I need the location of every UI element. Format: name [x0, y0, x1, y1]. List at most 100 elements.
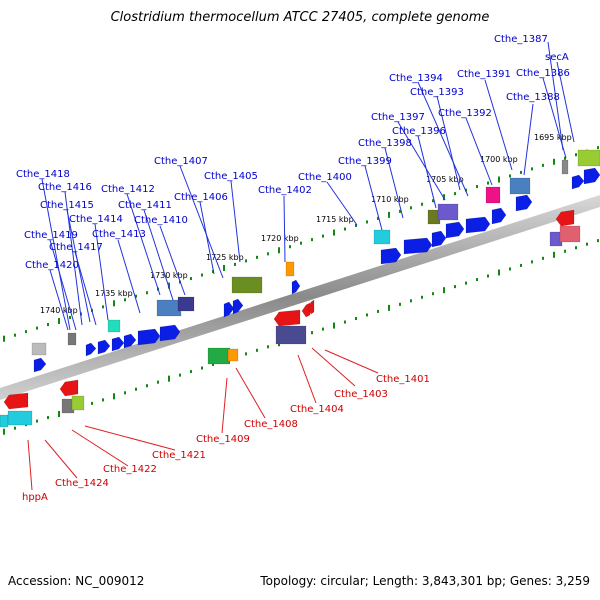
reverse-gene-arrow[interactable]	[3, 392, 29, 410]
gene-label-cthe-1418[interactable]: Cthe_1418	[16, 169, 70, 180]
feature-box[interactable]	[559, 225, 581, 243]
forward-gene-arrow[interactable]	[123, 333, 137, 349]
gene-label-cthe-1404[interactable]: Cthe_1404	[290, 404, 344, 415]
kbp-scale-labels: 1695 kbp 1700 kbp 1705 kbp 1710 kbp 1715…	[40, 133, 572, 315]
feature-box[interactable]	[31, 342, 47, 356]
gene-label-cthe-1405[interactable]: Cthe_1405	[204, 171, 258, 182]
gene-label-cthe-1409[interactable]: Cthe_1409	[196, 434, 250, 445]
gene-label-cthe-1415[interactable]: Cthe_1415	[40, 200, 94, 211]
reverse-gene-arrow[interactable]	[273, 309, 301, 327]
gene-label-hppa[interactable]: hppA	[22, 492, 48, 503]
forward-gene-arrow[interactable]	[583, 167, 600, 185]
gene-label-cthe-1399[interactable]: Cthe_1399	[338, 156, 392, 167]
feature-box[interactable]	[0, 414, 9, 428]
feature-box[interactable]	[156, 299, 182, 317]
gene-label-cthe-1387[interactable]: Cthe_1387	[494, 34, 548, 45]
gene-label-cthe-1424[interactable]: Cthe_1424	[55, 478, 109, 489]
forward-gene-arrow[interactable]	[97, 339, 111, 355]
scale-tick	[289, 245, 291, 249]
forward-gene-arrow[interactable]	[85, 342, 97, 357]
feature-box[interactable]	[561, 159, 569, 175]
feature-box[interactable]	[227, 348, 239, 362]
gene-label-cthe-1403[interactable]: Cthe_1403	[334, 389, 388, 400]
gene-label-cthe-1392[interactable]: Cthe_1392	[438, 108, 492, 119]
scale-tick	[432, 199, 434, 203]
gene-label-cthe-1393[interactable]: Cthe_1393	[410, 87, 464, 98]
scale-tick	[498, 176, 500, 183]
forward-gene-arrow[interactable]	[491, 207, 507, 225]
forward-gene-arrow[interactable]	[137, 328, 161, 346]
gene-label-cthe-1411[interactable]: Cthe_1411	[118, 200, 172, 211]
feature-box[interactable]	[577, 149, 600, 167]
scale-tick	[377, 216, 379, 220]
forward-gene-arrow[interactable]	[159, 324, 181, 342]
scale-tick	[553, 158, 555, 165]
feature-box[interactable]	[107, 319, 121, 333]
reverse-gene-arrow[interactable]	[301, 302, 311, 318]
scale-tick	[256, 348, 258, 352]
scale-tick	[399, 209, 401, 213]
gene-label-cthe-1396[interactable]: Cthe_1396	[392, 126, 446, 137]
forward-gene-arrow[interactable]	[291, 279, 301, 295]
feature-box[interactable]	[509, 177, 531, 195]
forward-gene-arrow[interactable]	[403, 237, 433, 255]
reverse-gene-arrow[interactable]	[555, 209, 575, 227]
forward-gene-arrow[interactable]	[571, 174, 585, 190]
reverse-gene-arrow[interactable]	[307, 299, 315, 315]
feature-box[interactable]	[207, 347, 231, 365]
gene-label-cthe-1416[interactable]: Cthe_1416	[38, 182, 92, 193]
forward-gene-arrow[interactable]	[380, 247, 402, 265]
scale-tick	[575, 153, 577, 157]
feature-box[interactable]	[285, 261, 295, 277]
gene-label-seca[interactable]: secA	[545, 52, 569, 63]
gene-label-cthe-1419[interactable]: Cthe_1419	[24, 230, 78, 241]
gene-label-cthe-1402[interactable]: Cthe_1402	[258, 185, 312, 196]
gene-label-cthe-1420[interactable]: Cthe_1420	[25, 260, 79, 271]
scale-tick	[3, 428, 5, 435]
gene-label-cthe-1410[interactable]: Cthe_1410	[134, 215, 188, 226]
gene-label-cthe-1422[interactable]: Cthe_1422	[103, 464, 157, 475]
forward-gene-arrow[interactable]	[515, 194, 533, 212]
scale-tick	[344, 320, 346, 324]
gene-label-cthe-1413[interactable]: Cthe_1413	[92, 229, 146, 240]
feature-box[interactable]	[231, 276, 263, 294]
gene-label-cthe-1412[interactable]: Cthe_1412	[101, 184, 155, 195]
gene-label-cthe-1398[interactable]: Cthe_1398	[358, 138, 412, 149]
scale-tick	[3, 335, 5, 342]
forward-gene-arrow[interactable]	[445, 221, 465, 239]
forward-gene-arrow[interactable]	[465, 216, 491, 234]
scale-tick	[476, 278, 478, 282]
gene-label-cthe-1386[interactable]: Cthe_1386	[516, 68, 570, 79]
forward-gene-arrow[interactable]	[431, 230, 447, 248]
gene-label-cthe-1414[interactable]: Cthe_1414	[69, 214, 123, 225]
reverse-gene-arrow[interactable]	[59, 379, 79, 397]
gene-label-cthe-1400[interactable]: Cthe_1400	[298, 172, 352, 183]
scale-tick	[575, 246, 577, 250]
feature-box[interactable]	[437, 203, 459, 221]
forward-gene-arrow[interactable]	[33, 357, 47, 373]
feature-box[interactable]	[275, 325, 307, 345]
gene-label-cthe-1406[interactable]: Cthe_1406	[174, 192, 228, 203]
feature-box[interactable]	[71, 395, 85, 411]
feature-box[interactable]	[177, 296, 195, 312]
feature-box[interactable]	[485, 186, 501, 204]
forward-gene-arrow[interactable]	[232, 298, 244, 315]
gene-label-cthe-1421[interactable]: Cthe_1421	[152, 450, 206, 461]
forward-gene-arrow[interactable]	[223, 301, 235, 318]
gene-label-cthe-1394[interactable]: Cthe_1394	[389, 73, 443, 84]
gene-label-cthe-1417[interactable]: Cthe_1417	[49, 242, 103, 253]
gene-label-cthe-1407[interactable]: Cthe_1407	[154, 156, 208, 167]
forward-gene-arrow[interactable]	[111, 336, 125, 352]
gene-label-cthe-1408[interactable]: Cthe_1408	[244, 419, 298, 430]
feature-box[interactable]	[7, 410, 33, 426]
scale-tick	[245, 259, 247, 263]
feature-box[interactable]	[67, 332, 77, 346]
gene-label-cthe-1397[interactable]: Cthe_1397	[371, 112, 425, 123]
scale-tick	[476, 185, 478, 189]
scale-tick	[531, 167, 533, 171]
gene-label-cthe-1388[interactable]: Cthe_1388	[506, 92, 560, 103]
gene-label-cthe-1401[interactable]: Cthe_1401	[376, 374, 430, 385]
gene-label-cthe-1391[interactable]: Cthe_1391	[457, 69, 511, 80]
feature-box[interactable]	[373, 229, 391, 245]
